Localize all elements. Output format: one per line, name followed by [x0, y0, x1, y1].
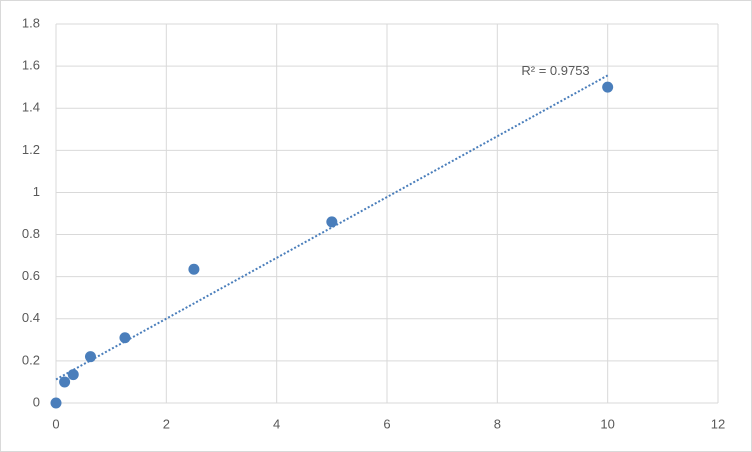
point	[602, 81, 614, 93]
point	[59, 376, 71, 388]
y-tick-label: 0.8	[22, 226, 40, 241]
x-tick-label: 6	[383, 416, 390, 431]
y-tick-label: 1	[33, 184, 40, 199]
trendline	[55, 74, 609, 381]
x-tick-label: 10	[600, 416, 614, 431]
y-tick-label: 1.2	[22, 142, 40, 157]
y-tick-label: 0.6	[22, 268, 40, 283]
x-tick-label: 0	[52, 416, 59, 431]
point	[326, 216, 338, 228]
x-tick-label: 2	[163, 416, 170, 431]
x-tick-label: 4	[273, 416, 280, 431]
y-tick-label: 0	[33, 394, 40, 409]
point	[67, 369, 79, 381]
x-tick-label: 8	[494, 416, 501, 431]
y-tick-label: 1.8	[22, 15, 40, 30]
point	[84, 351, 96, 363]
x-tick-label: 12	[711, 416, 725, 431]
y-tick-label: 0.4	[22, 310, 40, 325]
y-tick-label: 0.2	[22, 352, 40, 367]
y-tick-label: 1.4	[22, 100, 40, 115]
point	[50, 397, 62, 409]
point	[119, 332, 131, 344]
annotation: R² = 0.9753	[521, 63, 589, 78]
point	[188, 263, 200, 275]
y-tick-label: 1.6	[22, 58, 40, 73]
